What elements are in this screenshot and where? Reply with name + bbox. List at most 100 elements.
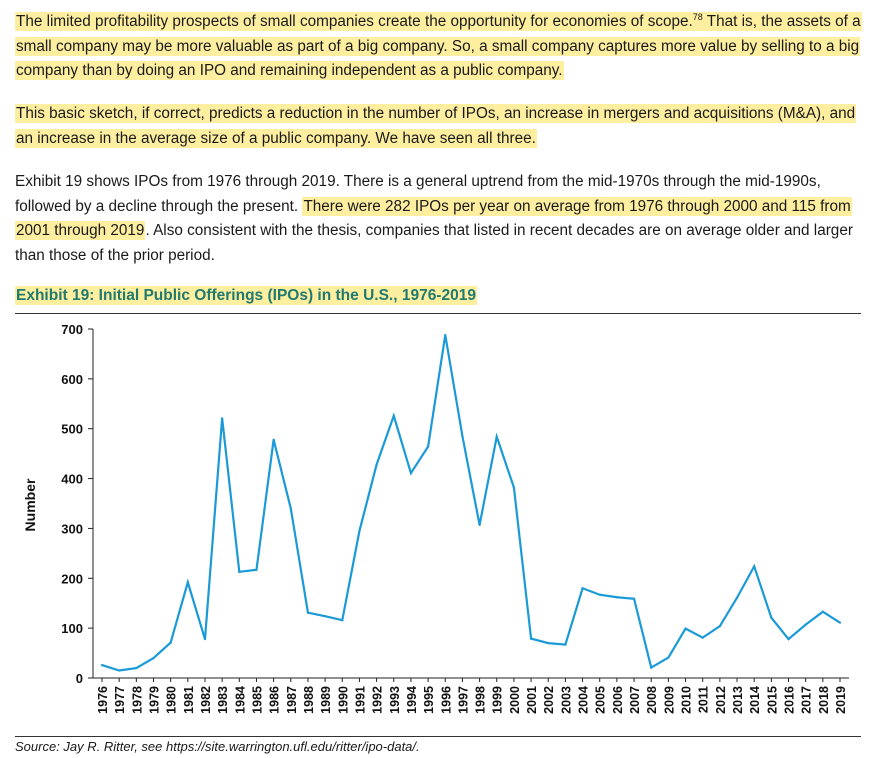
x-tick-label: 1993 — [388, 686, 402, 714]
x-tick-label: 2013 — [731, 686, 745, 714]
x-tick-label: 1978 — [130, 686, 144, 714]
x-tick-label: 1983 — [216, 686, 230, 714]
x-tick-label: 2011 — [697, 686, 711, 713]
data-point — [135, 666, 138, 670]
data-point — [255, 568, 258, 571]
data-point — [375, 463, 378, 466]
x-tick-label: 2010 — [680, 686, 694, 714]
data-point — [667, 656, 670, 659]
y-axis-label: Number — [22, 478, 38, 531]
data-point — [650, 666, 653, 669]
data-point — [426, 445, 430, 448]
x-tick-label: 1980 — [165, 686, 179, 714]
x-tick-label: 1986 — [268, 686, 282, 714]
footnote-ref[interactable]: 78 — [692, 12, 703, 22]
data-point — [753, 565, 756, 568]
x-tick-label: 2009 — [662, 686, 676, 714]
y-tick-label: 600 — [61, 372, 83, 387]
y-tick-label: 200 — [61, 571, 83, 586]
data-point — [581, 587, 584, 590]
x-tick-label: 1990 — [336, 686, 350, 714]
exhibit-title: Exhibit 19: Initial Public Offerings (IP… — [15, 284, 477, 308]
paragraph-text: That is, the assets of a small company m… — [16, 13, 861, 79]
data-point — [152, 656, 155, 660]
x-tick-label: 2008 — [645, 686, 659, 714]
data-point — [821, 610, 824, 613]
data-point — [495, 435, 498, 438]
x-tick-label: 1992 — [371, 686, 385, 714]
data-point — [392, 414, 395, 417]
data-point — [169, 641, 172, 644]
x-tick-label: 2006 — [611, 686, 625, 714]
data-point — [118, 669, 121, 672]
data-point — [684, 627, 687, 630]
x-tick-label: 2014 — [748, 686, 762, 714]
x-tick-label: 1981 — [182, 686, 196, 714]
x-tick-label: 1984 — [233, 686, 247, 714]
source-note: Source: Jay R. Ritter, see https://site.… — [15, 739, 420, 754]
data-point — [735, 596, 739, 599]
paragraph-exhibit-19-summary: Exhibit 19 shows IPOs from 1976 through … — [15, 170, 865, 268]
y-tick-label: 400 — [61, 472, 83, 487]
x-tick-label: 2007 — [628, 686, 642, 714]
data-point — [289, 507, 292, 510]
data-point — [598, 593, 601, 596]
paragraph-text: . Also consistent with the thesis, compa… — [15, 222, 853, 264]
y-tick-label: 300 — [61, 521, 83, 536]
x-tick-label: 1979 — [147, 686, 161, 714]
data-point — [615, 596, 618, 599]
data-point — [787, 638, 790, 641]
data-point — [838, 621, 842, 624]
data-point — [461, 435, 464, 438]
chart-top-rule — [15, 313, 861, 314]
data-point — [341, 619, 344, 622]
data-point — [529, 637, 533, 640]
x-tick-label: 1998 — [474, 686, 488, 714]
x-tick-label: 1999 — [491, 686, 505, 714]
series-ipos — [100, 333, 842, 672]
data-point — [409, 471, 413, 475]
data-point — [358, 529, 361, 533]
x-tick-label: 2004 — [577, 686, 591, 714]
data-point — [718, 625, 721, 628]
data-point — [272, 438, 275, 441]
data-point — [324, 615, 327, 618]
data-point — [186, 581, 189, 584]
x-tick-label: 2001 — [525, 686, 539, 714]
data-point — [203, 638, 207, 641]
x-tick-label: 2003 — [559, 686, 573, 714]
y-tick-label: 700 — [61, 322, 83, 337]
y-tick-label: 500 — [61, 422, 83, 437]
data-point — [512, 486, 516, 489]
data-point — [221, 417, 224, 420]
y-axis-ticks: 0 100 200 300 400 500 600 700 — [61, 322, 93, 686]
x-tick-label: 1989 — [319, 686, 333, 714]
x-tick-label: 2005 — [594, 686, 608, 714]
x-tick-label: 2015 — [765, 686, 779, 714]
x-tick-label: 1991 — [353, 686, 367, 714]
x-tick-label: 2019 — [834, 686, 848, 714]
x-tick-label: 1977 — [113, 686, 127, 714]
data-point — [564, 643, 567, 646]
data-point — [547, 642, 550, 645]
paragraph-text: The limited profitability prospects of s… — [16, 13, 693, 30]
x-tick-label: 1982 — [199, 686, 213, 714]
x-tick-label: 1987 — [285, 686, 299, 714]
highlight-economies-of-scope: The limited profitability prospects of s… — [15, 12, 862, 80]
paragraph-basic-sketch: This basic sketch, if correct, predicts … — [15, 102, 865, 151]
y-tick-label: 100 — [61, 621, 83, 636]
data-point — [701, 636, 704, 639]
exhibit-title-text: Exhibit 19: Initial Public Offerings (IP… — [15, 286, 477, 305]
x-tick-label: 2000 — [508, 686, 522, 714]
chart-bottom-rule — [15, 736, 861, 737]
data-point — [770, 616, 773, 619]
paragraph-text: Exhibit 19 shows IPOs from 1976 through … — [15, 173, 821, 215]
x-axis-ticks: 1976 1977 1978 1979 1980 1981 1982 1983 1984 1985… — [96, 678, 848, 714]
x-tick-label: 2016 — [783, 686, 797, 714]
x-tick-label: 1997 — [456, 686, 470, 714]
y-tick-label: 0 — [76, 671, 83, 686]
series-line-ipos — [101, 334, 841, 672]
paragraph-economies-of-scope: The limited profitability prospects of s… — [15, 10, 865, 84]
data-point — [238, 570, 241, 573]
